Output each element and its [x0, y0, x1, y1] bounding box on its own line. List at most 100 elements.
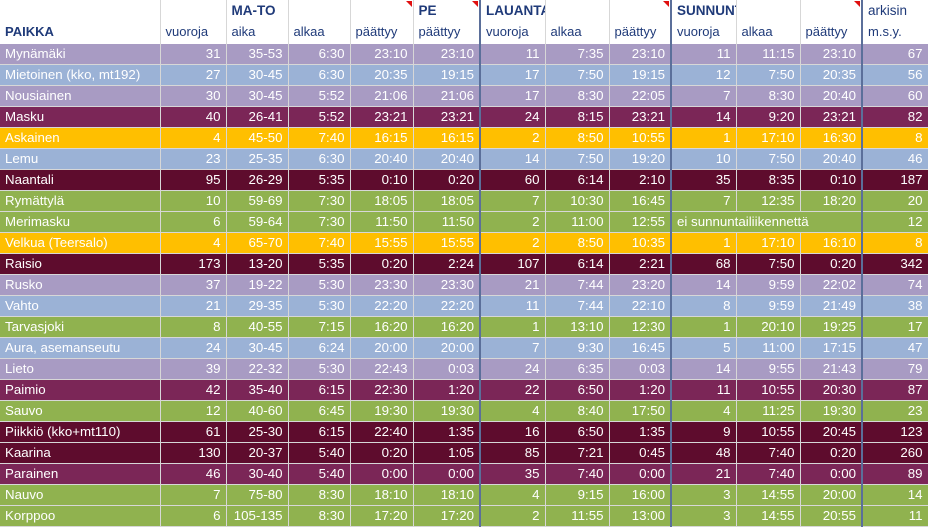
cell-value: 1:05 — [413, 442, 481, 464]
cell-value: 6:30 — [288, 148, 351, 170]
header-empty — [545, 0, 610, 22]
cell-value: 10:35 — [609, 232, 672, 254]
header-empty — [0, 0, 161, 22]
header-vuoroja: vuoroja — [160, 22, 227, 44]
cell-value: 23:10 — [413, 44, 481, 65]
header-paattyy-pe: päättyy — [413, 22, 481, 44]
cell-value: 6:30 — [288, 44, 351, 65]
cell-value: 67 — [862, 44, 928, 65]
cell-value: 15:55 — [413, 232, 481, 254]
cell-value: 6:24 — [288, 337, 351, 359]
cell-value: 11:25 — [736, 400, 801, 422]
header-msy: m.s.y. — [862, 22, 928, 44]
table-row: Mietoinen (kko, mt192) 27 30-45 6:30 20:35 19… — [0, 64, 928, 86]
cell-value: 0:20 — [800, 253, 863, 275]
cell-place: Naantali — [0, 169, 161, 191]
cell-value: 7:50 — [736, 253, 801, 275]
cell-value: 4 — [160, 127, 227, 149]
cell-value: 68 — [671, 253, 737, 275]
cell-value: 74 — [862, 274, 928, 296]
cell-place: Parainen — [0, 463, 161, 485]
cell-value: 0:20 — [350, 253, 414, 275]
cell-value: 35 — [480, 463, 546, 485]
cell-place: Lemu — [0, 148, 161, 170]
cell-value: 19:30 — [800, 400, 863, 422]
cell-value: 19-22 — [226, 274, 289, 296]
cell-value: 16:10 — [800, 232, 863, 254]
cell-value: 1:35 — [413, 421, 481, 443]
cell-value: 105-135 — [226, 505, 289, 527]
cell-value: 10 — [671, 148, 737, 170]
cell-value: 7:40 — [545, 463, 610, 485]
cell-value: 21 — [671, 463, 737, 485]
cell-value: 17 — [480, 64, 546, 86]
cell-value: 6:50 — [545, 421, 610, 443]
cell-value: 9 — [671, 421, 737, 443]
cell-value: 8 — [160, 316, 227, 338]
cell-value: 17:50 — [609, 400, 672, 422]
cell-value: 1:35 — [609, 421, 672, 443]
cell-place: Nauvo — [0, 484, 161, 506]
cell-value: 12:30 — [609, 316, 672, 338]
cell-value: 30-45 — [226, 85, 289, 107]
cell-value: 5:52 — [288, 106, 351, 128]
cell-value: 7:40 — [288, 127, 351, 149]
cell-value: 11 — [671, 379, 737, 401]
cell-value: 10:55 — [736, 379, 801, 401]
header-row-groups: MA-TO PE LAUANTAI SUNNUNTAI arkisin — [0, 0, 928, 22]
cell-value: 5:30 — [288, 358, 351, 380]
cell-value: 7 — [671, 85, 737, 107]
cell-value: 17:15 — [800, 337, 863, 359]
table-row: Naantali 95 26-29 5:35 0:10 0:20 60 6:14 2:10 35 8… — [0, 169, 928, 191]
cell-value: 17:10 — [736, 127, 801, 149]
cell-value: 45-50 — [226, 127, 289, 149]
table-row: Raisio 173 13-20 5:35 0:20 2:24 107 6:14 2:21 68 7… — [0, 253, 928, 275]
cell-value: 0:00 — [413, 463, 481, 485]
cell-value: 11:55 — [545, 505, 610, 527]
cell-value: 7 — [480, 190, 546, 212]
cell-value: 5:52 — [288, 85, 351, 107]
cell-value: 23 — [862, 400, 928, 422]
cell-value: 16:15 — [413, 127, 481, 149]
cell-place: Lieto — [0, 358, 161, 380]
table-row: Nousiainen 30 30-45 5:52 21:06 21:06 17 8:30 22:… — [0, 85, 928, 107]
cell-value: 14 — [671, 106, 737, 128]
cell-value: 17:20 — [350, 505, 414, 527]
cell-value: 10 — [160, 190, 227, 212]
cell-place: Mietoinen (kko, mt192) — [0, 64, 161, 86]
cell-value: 6:35 — [545, 358, 610, 380]
cell-value: 20:40 — [800, 85, 863, 107]
cell-value: 8:30 — [288, 484, 351, 506]
cell-value: 260 — [862, 442, 928, 464]
table-body: Mynämäki 31 35-53 6:30 23:10 23:10 11 7:35 23:10… — [0, 44, 928, 527]
table-row: Askainen 4 45-50 7:40 16:15 16:15 2 8:50 10:55 1 1… — [0, 127, 928, 149]
cell-value: 8:30 — [736, 85, 801, 107]
cell-value: 4 — [160, 232, 227, 254]
cell-place: Mynämäki — [0, 44, 161, 65]
table-row: Masku 40 26-41 5:52 23:21 23:21 24 8:15 23:21 14 9… — [0, 106, 928, 128]
cell-value: 22:20 — [413, 295, 481, 317]
cell-value: 1 — [671, 232, 737, 254]
cell-value: 4 — [671, 400, 737, 422]
cell-value: 2 — [480, 505, 546, 527]
cell-value: 187 — [862, 169, 928, 191]
cell-value: 0:00 — [350, 463, 414, 485]
cell-place: Vahto — [0, 295, 161, 317]
cell-value: 22:43 — [350, 358, 414, 380]
cell-value: 6:30 — [288, 64, 351, 86]
cell-value: 2 — [480, 232, 546, 254]
header-ma-to: MA-TO — [226, 0, 289, 22]
cell-value: 42 — [160, 379, 227, 401]
cell-value: 18:10 — [413, 484, 481, 506]
cell-value: 12:35 — [736, 190, 801, 212]
cell-value: 26-41 — [226, 106, 289, 128]
cell-value: 8:40 — [545, 400, 610, 422]
cell-value: 4 — [480, 400, 546, 422]
cell-value: 21:49 — [800, 295, 863, 317]
cell-value: 173 — [160, 253, 227, 275]
cell-place: Aura, asemanseutu — [0, 337, 161, 359]
cell-value: 0:03 — [609, 358, 672, 380]
header-empty — [800, 0, 863, 22]
cell-value: 48 — [671, 442, 737, 464]
cell-place: Velkua (Teersalo) — [0, 232, 161, 254]
